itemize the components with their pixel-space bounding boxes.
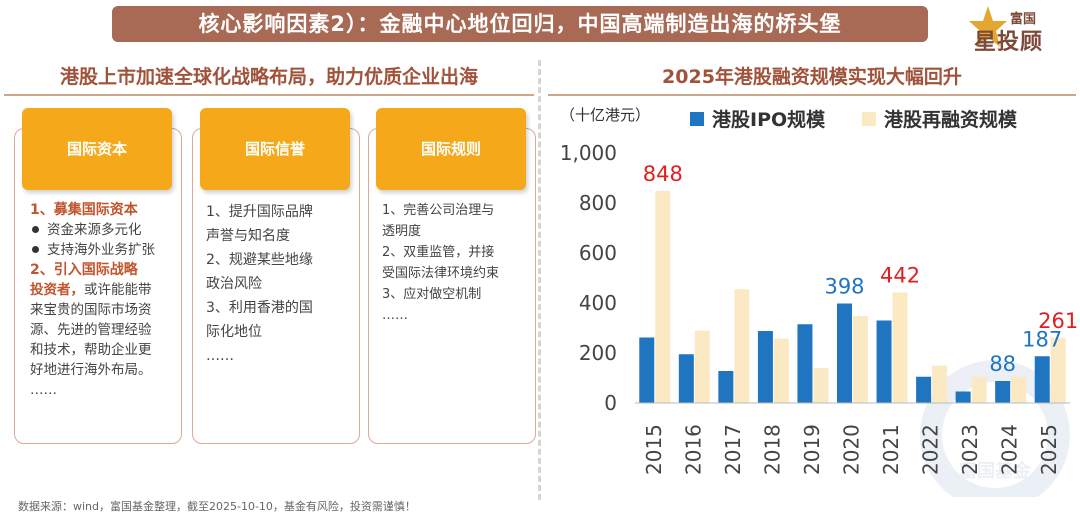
card-credibility-line: 1、提升国际品牌 (206, 204, 313, 220)
card-capital-line: 好地进行海外布局。 (30, 362, 152, 378)
bar-ipo (916, 376, 932, 403)
bar-refinancing (1050, 337, 1066, 403)
data-label: 848 (643, 162, 683, 186)
bar-ipo (757, 331, 773, 403)
panel-divider (538, 60, 541, 500)
legend-ipo: 港股IPO规模 (690, 105, 825, 132)
legend-ipo-swatch (690, 111, 704, 126)
y-tick-label: 800 (579, 191, 617, 215)
card-capital-point1: 1、募集国际资本 (30, 202, 138, 218)
card-capital-line: 和技术，帮助企业更 (30, 342, 152, 358)
bar-refinancing (971, 376, 987, 403)
bar-ipo (1034, 356, 1050, 403)
card-body-capital: 1、募集国际资本 资金来源多元化 支持海外业务扩张 2、引入国际战略 投资者，或… (30, 200, 178, 400)
card-rules-line: 1、完善公司治理与 (382, 203, 495, 218)
bar-refinancing (655, 191, 671, 403)
card-rules-line: 受国际法律环境约束 (382, 266, 500, 281)
left-panel-title: 港股上市加速全球化战略布局，助力优质企业出海 (59, 66, 478, 88)
right-panel-title: 2025年港股融资规模实现大幅回升 (662, 66, 962, 88)
card-body-credibility: 1、提升国际品牌 声誉与知名度 2、规避某些地缘 政治风险 3、利用香港的国 际… (206, 200, 356, 368)
bar-refinancing (773, 338, 789, 403)
card-capital-bullet: 支持海外业务扩张 (30, 240, 178, 260)
card-heading-credibility: 国际信誉 (200, 108, 350, 190)
x-tick-label: 2017 (721, 424, 745, 475)
chart-unit-label: （十亿港元） (560, 106, 651, 124)
card-body-rules: 1、完善公司治理与 透明度 2、双重监管，并接 受国际法律环境约束 3、应对做空… (382, 200, 532, 326)
x-tick-label: 2021 (879, 424, 903, 475)
x-tick-label: 2015 (642, 424, 666, 475)
bar-refinancing (932, 365, 948, 403)
card-rules-line: 2、双重监管，并接 (382, 245, 495, 260)
page-title: 核心影响因素2）：金融中心地位回归，中国高端制造出海的桥头堡 (112, 6, 928, 42)
card-capital-line: 投资者，或许能能带 (30, 282, 152, 298)
y-tick-label: 1,000 (560, 141, 617, 165)
x-tick-label: 2020 (840, 424, 864, 475)
data-label: 398 (824, 275, 864, 299)
plot-area: 0 200 400 600 800 1,000 2015 2016 2017 2018 2019 20… (560, 141, 1079, 475)
y-tick-label: 400 (579, 291, 617, 315)
data-source-note: 数据来源：wind，富国基金整理，截至2025-10-10，基金有风险，投资需谨… (18, 500, 416, 513)
bar-refinancing (892, 292, 908, 403)
legend-refinancing: 港股再融资规模 (862, 105, 1017, 132)
left-title-rule (4, 94, 534, 96)
brand-logo: 富国 星投顾 (966, 4, 1076, 55)
bar-ipo (995, 381, 1011, 403)
card-credibility-line: 际化地位 (206, 324, 262, 340)
data-label: 187 (1022, 327, 1062, 351)
card-heading-capital: 国际资本 (22, 108, 172, 190)
card-capital-line: …… (30, 382, 57, 398)
watermark-text: 富国基金 (959, 460, 1032, 482)
x-tick-label: 2018 (760, 424, 784, 475)
bar-refinancing (813, 368, 829, 403)
y-tick-label: 0 (604, 391, 617, 415)
x-tick-label: 2024 (998, 424, 1022, 475)
bar-refinancing (1011, 376, 1027, 403)
data-label: 261 (1038, 309, 1078, 333)
logo-main-text: 星投顾 (974, 30, 1044, 55)
bar-refinancing (734, 289, 750, 403)
logo-top-text: 富国 (1010, 12, 1037, 27)
bar-ipo (876, 320, 892, 403)
bullet-dot-icon (32, 226, 39, 233)
card-capital-point2: 2、引入国际战略 (30, 262, 138, 278)
card-capital-line: 来宝贵的国际市场资 (30, 302, 152, 318)
bar-ipo (639, 337, 655, 403)
star-logo-icon (969, 6, 1007, 47)
card-rules-line: 3、应对做空机制 (382, 287, 482, 302)
bar-ipo (678, 354, 694, 403)
card-credibility-line: …… (206, 348, 234, 364)
card-credibility-line: 2、规避某些地缘 (206, 252, 313, 268)
bar-ipo (718, 371, 734, 403)
data-label: 442 (880, 264, 920, 288)
card-rules-line: 透明度 (382, 224, 422, 239)
card-credibility-line: 政治风险 (206, 276, 262, 292)
bar-ipo (955, 391, 971, 403)
bar-refinancing (853, 316, 868, 403)
x-tick-label: 2019 (800, 424, 824, 475)
x-tick-label: 2025 (1037, 424, 1061, 475)
x-tick-label: 2023 (958, 424, 982, 475)
x-tick-label: 2016 (681, 424, 705, 475)
card-credibility-line: 3、利用香港的国 (206, 300, 313, 316)
card-rules-line: …… (382, 308, 408, 323)
bar-ipo (837, 303, 852, 403)
watermark: 富国基金 (920, 360, 1070, 497)
x-tick-label: 2022 (919, 424, 943, 475)
card-heading-rules: 国际规则 (376, 108, 526, 190)
card-credibility-line: 声誉与知名度 (206, 228, 290, 244)
legend-refinancing-swatch (862, 111, 876, 126)
card-capital-bullet: 资金来源多元化 (30, 220, 178, 240)
data-label: 88 (989, 352, 1016, 376)
card-capital-line: 源、先进的管理经验 (30, 322, 152, 338)
bar-refinancing (694, 330, 710, 403)
bar-ipo (797, 324, 813, 403)
bullet-dot-icon (32, 246, 39, 253)
financing-bar-chart: 富国基金 0 200 400 600 800 1,000 2015 2016 2017 2018 2… (560, 141, 1079, 497)
right-title-rule (548, 94, 1076, 96)
y-tick-label: 200 (579, 341, 617, 365)
y-tick-label: 600 (579, 241, 617, 265)
